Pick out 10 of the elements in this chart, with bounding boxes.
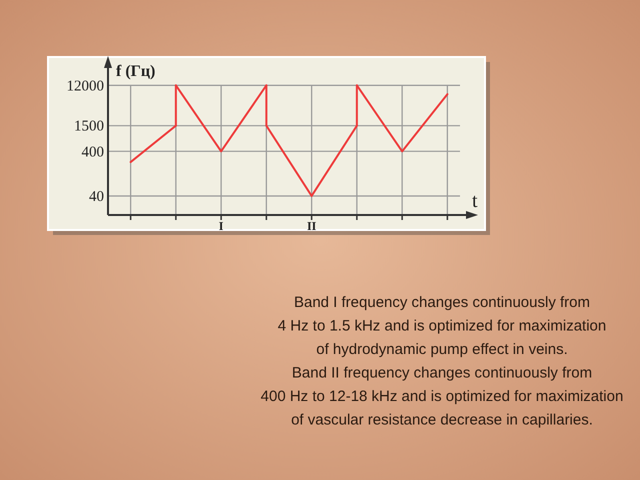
x-tick-label: II: [306, 219, 317, 233]
text: Band II frequency changes continuously from 400 Hz to 12-18 kHz and is optimized for maximization of vascular resistance decrease in capillaries.: [260, 364, 624, 428]
y-tick-label: 400: [82, 144, 104, 160]
x-tick-label: I: [218, 219, 224, 233]
y-tick-label: 40: [89, 188, 104, 205]
text: Band I frequency changes continuously from 4 Hz to 1.5 kHz and is optimized for maximization of hydrodynamic pump effect in veins.: [278, 294, 606, 358]
x-axis-title: t: [472, 190, 478, 212]
y-axis-title: f (Гц): [116, 63, 156, 80]
y-tick-label: 12000: [66, 78, 104, 94]
y-tick-label: 1500: [74, 118, 104, 135]
